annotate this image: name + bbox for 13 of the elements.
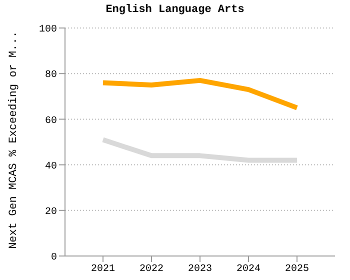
x-tick-label: 2024 [236,264,261,276]
y-tick-label: 40 [44,161,57,172]
y-axis-title: Next Gen MCAS % Exceeding or M... [8,31,20,249]
y-tick-label: 60 [44,116,57,127]
y-tick-label: 80 [44,70,57,82]
x-tick-label: 2021 [90,264,116,276]
y-tick-label: 20 [44,206,57,218]
chart-title: English Language Arts [104,4,246,16]
y-tick-label: 0 [50,252,57,264]
x-tick-label: 2025 [284,264,310,276]
x-tick-label: 2023 [188,264,212,276]
x-tick-label: 2022 [139,264,164,276]
y-tick-label: 100 [38,24,57,36]
